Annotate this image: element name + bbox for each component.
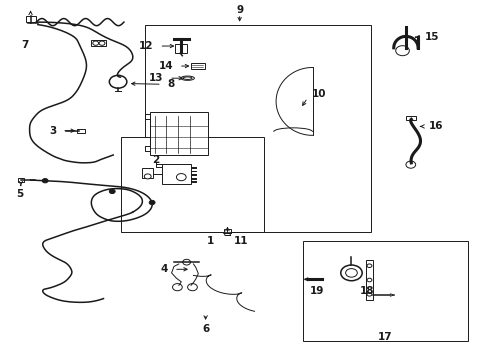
Text: 4: 4	[161, 264, 168, 274]
Bar	[91, 40, 106, 46]
Text: 3: 3	[49, 126, 56, 136]
Circle shape	[187, 284, 197, 291]
Text: 12: 12	[139, 41, 153, 51]
Bar	[175, 44, 187, 53]
Circle shape	[366, 278, 371, 282]
Circle shape	[366, 293, 371, 296]
Bar	[302, 241, 467, 341]
Circle shape	[109, 189, 115, 194]
Circle shape	[345, 269, 357, 277]
Bar	[77, 129, 85, 133]
Circle shape	[144, 174, 151, 179]
Circle shape	[340, 265, 362, 281]
Circle shape	[176, 174, 186, 181]
Text: 18: 18	[360, 286, 374, 296]
Text: 11: 11	[233, 237, 248, 247]
Circle shape	[93, 41, 99, 45]
Text: 9: 9	[236, 5, 243, 15]
Text: 7: 7	[21, 40, 28, 50]
Text: 16: 16	[428, 121, 443, 131]
Text: 10: 10	[311, 89, 325, 99]
Circle shape	[405, 161, 415, 168]
Bar	[26, 16, 36, 22]
Bar	[224, 229, 230, 233]
Text: 8: 8	[167, 79, 175, 89]
Ellipse shape	[183, 77, 192, 80]
Text: 15: 15	[424, 32, 438, 42]
Circle shape	[172, 284, 182, 291]
Text: 17: 17	[377, 332, 392, 342]
Text: 2: 2	[152, 156, 159, 165]
Circle shape	[109, 75, 126, 88]
Circle shape	[366, 264, 371, 267]
Bar	[191, 63, 204, 69]
Bar	[149, 112, 207, 155]
Circle shape	[395, 46, 408, 56]
Text: 13: 13	[148, 73, 163, 83]
Text: 1: 1	[206, 236, 214, 246]
Text: 5: 5	[16, 189, 23, 199]
Ellipse shape	[181, 76, 194, 80]
Bar	[144, 24, 370, 232]
Bar	[19, 178, 24, 182]
Bar	[120, 137, 264, 232]
Circle shape	[149, 201, 155, 204]
Text: 6: 6	[202, 324, 209, 334]
Bar	[162, 164, 191, 184]
Text: 19: 19	[309, 286, 324, 296]
Circle shape	[183, 259, 190, 265]
Bar	[142, 168, 153, 178]
Bar	[405, 116, 415, 120]
Circle shape	[99, 41, 105, 45]
Bar	[366, 260, 372, 300]
Circle shape	[42, 179, 48, 183]
Text: 14: 14	[158, 61, 173, 71]
